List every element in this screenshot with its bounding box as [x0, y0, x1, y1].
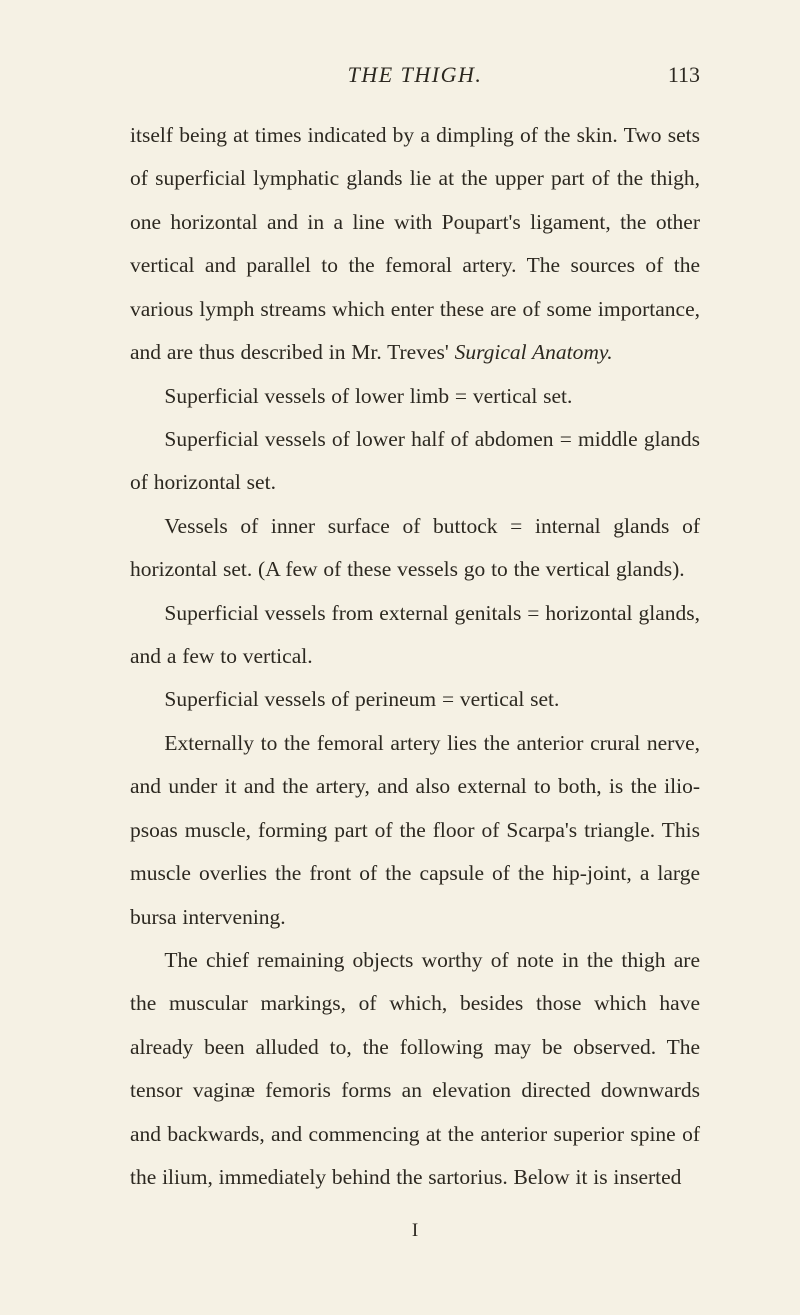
paragraph-8: The chief remaining objects worthy of no… [130, 939, 700, 1200]
book-page: THE THIGH. 113 itself being at times ind… [0, 0, 800, 1315]
paragraph-1-italic: Surgical Anatomy. [455, 340, 613, 364]
paragraph-1-text: itself being at times indicated by a dim… [130, 123, 700, 364]
page-number: 113 [650, 62, 700, 88]
paragraph-1: itself being at times indicated by a dim… [130, 114, 700, 375]
page-header: THE THIGH. 113 [130, 62, 700, 88]
paragraph-4: Vessels of inner surface of buttock = in… [130, 505, 700, 592]
paragraph-7: Externally to the femoral artery lies th… [130, 722, 700, 939]
paragraph-3: Superficial vessels of lower half of abd… [130, 418, 700, 505]
body-text: itself being at times indicated by a dim… [130, 114, 700, 1200]
paragraph-5: Superficial vessels from external genita… [130, 592, 700, 679]
paragraph-6: Superficial vessels of perineum = vertic… [130, 678, 700, 721]
footer-signature: I [130, 1220, 700, 1242]
running-title: THE THIGH. [180, 62, 650, 88]
paragraph-2: Superficial vessels of lower limb = vert… [130, 375, 700, 418]
